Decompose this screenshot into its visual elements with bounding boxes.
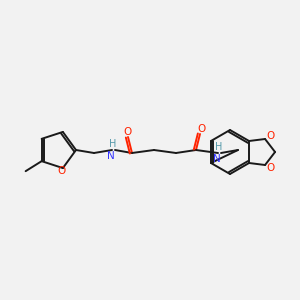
- Text: O: O: [58, 166, 66, 176]
- Text: O: O: [123, 127, 131, 137]
- Text: N: N: [213, 154, 221, 164]
- Text: H: H: [109, 139, 117, 149]
- Text: H: H: [215, 142, 223, 152]
- Text: O: O: [197, 124, 205, 134]
- Text: N: N: [107, 151, 115, 161]
- Text: O: O: [266, 131, 274, 141]
- Text: O: O: [266, 163, 274, 173]
